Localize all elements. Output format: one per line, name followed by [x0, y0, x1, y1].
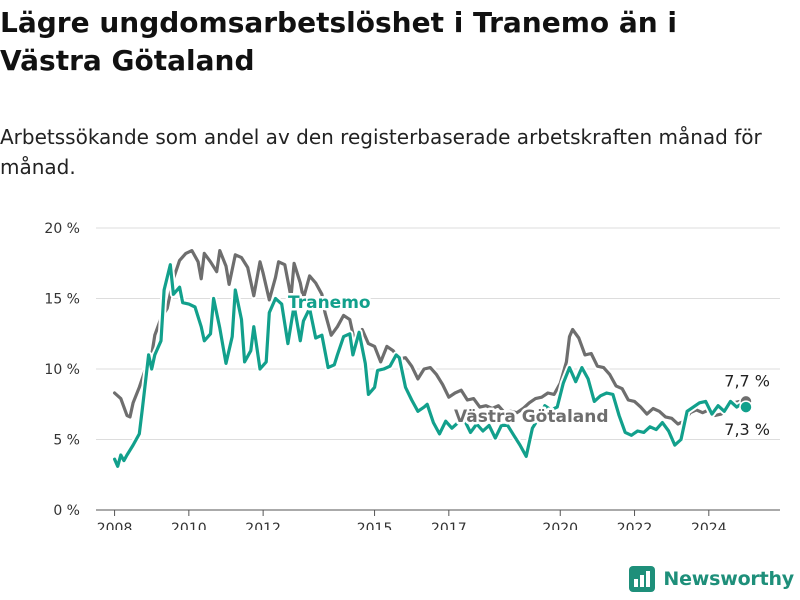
y-tick-label: 0 %: [53, 503, 80, 519]
y-tick-label: 15 %: [44, 292, 80, 308]
bar-chart-logo-icon: [629, 566, 656, 592]
x-tick-label: 2012: [245, 521, 281, 530]
axes: 0 % 5 % 10 % 15 % 20 % 2008 2010 2012 2015 2017 20…: [44, 221, 726, 530]
series-line-tranemo: [113, 263, 748, 468]
series-lines: [111, 247, 753, 470]
x-tick-label: 2015: [357, 521, 393, 530]
y-tick-label: 10 %: [44, 362, 80, 378]
series-label-tranemo: Tranemo: [288, 293, 371, 313]
series-labels: Tranemo Västra Götaland 7,7 % 7,3 %: [286, 291, 773, 442]
x-tick-label: 2017: [431, 521, 467, 530]
x-tick-label: 2024: [691, 521, 727, 530]
x-tick-label: 2022: [617, 521, 653, 530]
chart-title: Lägre ungdomsarbetslöshet i Tranemo än i…: [0, 6, 678, 77]
x-tick-label: 2010: [171, 521, 207, 530]
end-value-label-tranemo: 7,3 %: [724, 420, 770, 439]
x-tick-label: 2020: [542, 521, 578, 530]
y-tick-label: 20 %: [44, 221, 80, 237]
brand-name: Newsworthy: [663, 568, 794, 590]
end-value-label-vastra-gotaland: 7,7 %: [724, 371, 770, 390]
x-tick-label: 2008: [97, 521, 133, 530]
gridlines: [96, 227, 780, 511]
y-tick-label: 5 %: [53, 433, 80, 449]
brand-logo: Newsworthy: [629, 566, 794, 592]
series-end-point: [739, 400, 753, 414]
line-chart: 0 % 5 % 10 % 15 % 20 % 2008 2010 2012 2015 2017 20…: [44, 221, 780, 530]
series-line-v-stra-g-taland: [113, 249, 748, 426]
chart-subtitle: Arbetssökande som andel av den registerb…: [0, 125, 762, 179]
series-label-vastra-gotaland: Västra Götaland: [454, 407, 609, 427]
